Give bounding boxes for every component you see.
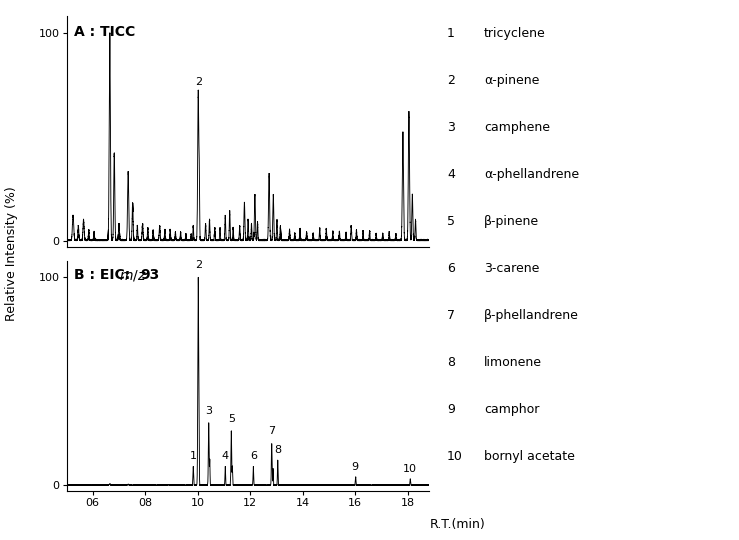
Text: 1: 1 [189,451,197,461]
Text: α-pinene: α-pinene [484,74,539,87]
Text: 1: 1 [447,27,455,40]
Text: limonene: limonene [484,356,542,369]
Text: 9: 9 [447,403,455,416]
Text: 5: 5 [228,414,235,424]
Text: 7: 7 [447,309,455,322]
Text: 2: 2 [194,77,202,87]
Text: R.T.(min): R.T.(min) [430,518,486,531]
Text: 2: 2 [194,260,202,270]
Text: β-pinene: β-pinene [484,215,539,228]
Text: α-phellandrene: α-phellandrene [484,168,579,181]
Text: β-phellandrene: β-phellandrene [484,309,579,322]
Text: 6: 6 [250,451,257,461]
Text: Relative Intensity (%): Relative Intensity (%) [4,186,18,321]
Text: tricyclene: tricyclene [484,27,546,40]
Text: 4: 4 [222,451,229,461]
Text: 9: 9 [352,462,358,471]
Text: B : EIC:: B : EIC: [74,268,130,282]
Text: 4: 4 [447,168,455,181]
Text: $m/z$: $m/z$ [119,268,147,282]
Text: bornyl acetate: bornyl acetate [484,450,575,463]
Text: 3-carene: 3-carene [484,262,539,275]
Text: 7: 7 [268,426,275,436]
Text: camphor: camphor [484,403,539,416]
Text: camphene: camphene [484,121,550,134]
Text: 93: 93 [140,268,160,282]
Text: 6: 6 [447,262,455,275]
Text: 3: 3 [205,406,212,416]
Text: 3: 3 [447,121,455,134]
Text: 10: 10 [447,450,463,463]
Text: 8: 8 [447,356,455,369]
Text: A : TICC: A : TICC [74,25,135,39]
Text: 2: 2 [447,74,455,87]
Text: 5: 5 [447,215,455,228]
Text: 10: 10 [403,464,418,474]
Text: 8: 8 [274,445,282,455]
